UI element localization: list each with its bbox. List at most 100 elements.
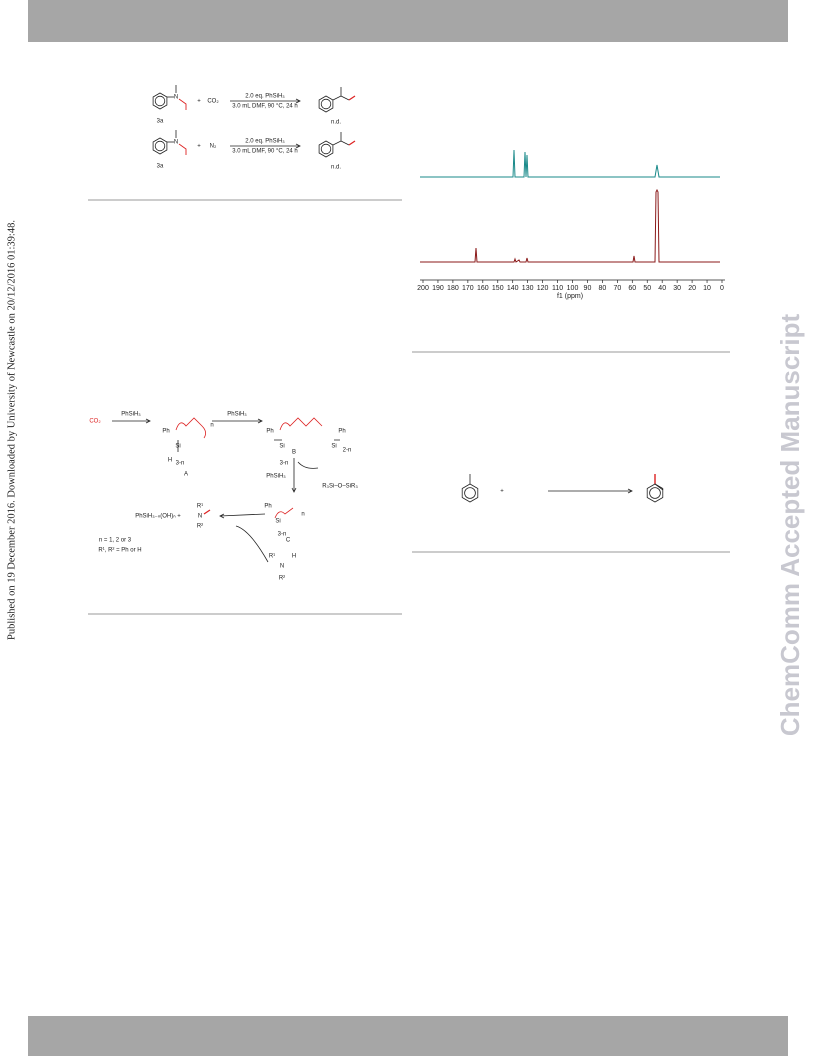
bond xyxy=(332,132,350,146)
arrow xyxy=(219,513,266,517)
reagent: N₂ xyxy=(210,144,217,150)
arrowhead xyxy=(291,487,297,493)
ring-circle xyxy=(320,98,332,110)
tick-label: 100 xyxy=(567,285,579,292)
bond xyxy=(332,87,350,101)
note-n: n = 1, 2 or 3 xyxy=(99,538,132,544)
bond-red xyxy=(175,417,206,439)
product-n: N xyxy=(198,514,202,520)
n-a: n xyxy=(210,423,213,429)
arrowhead xyxy=(295,98,301,104)
ring-circle xyxy=(320,143,332,155)
arrowhead xyxy=(145,418,151,424)
tick-label: 40 xyxy=(658,285,666,292)
tick-label: 190 xyxy=(432,285,444,292)
bond xyxy=(177,439,340,452)
product-r1: R¹ xyxy=(197,504,203,510)
sub-a: 3-n xyxy=(176,461,185,467)
tick-label: 200 xyxy=(417,285,429,292)
si-b1: Si xyxy=(279,444,284,450)
tick-label: 130 xyxy=(522,285,534,292)
h-a: H xyxy=(168,458,172,464)
atom: N xyxy=(174,140,178,146)
reagent-2: PhSiH₃ xyxy=(227,412,247,418)
byproduct: R₃Si–O–SiR₃ xyxy=(322,484,358,490)
tick-label: 170 xyxy=(462,285,474,292)
arrowhead xyxy=(219,513,225,519)
spectrum-bottom xyxy=(420,188,720,263)
compound-label: 3a xyxy=(157,164,164,170)
tick-label: 60 xyxy=(628,285,636,292)
label-b: B xyxy=(292,450,296,456)
bond-red xyxy=(274,507,294,519)
arrowhead xyxy=(295,143,301,149)
reagent-1: PhSiH₃ xyxy=(121,412,141,418)
scheme-3: + xyxy=(461,474,664,503)
benzene-ring xyxy=(318,140,334,158)
bond-red xyxy=(203,509,211,515)
curved-arrow xyxy=(235,525,269,563)
plus: + xyxy=(197,144,201,150)
sub-b: 3-n xyxy=(280,461,289,467)
conditions: 2.0 eq. PhSiH₃ xyxy=(245,139,285,145)
label-a: A xyxy=(184,472,188,478)
arrowhead xyxy=(257,418,263,424)
bond-red xyxy=(348,95,356,101)
atom: N xyxy=(174,95,178,101)
header-bar xyxy=(28,0,788,42)
n-b: 2-n xyxy=(343,448,352,454)
tick-label: 90 xyxy=(584,285,592,292)
reagent: CO₂ xyxy=(207,99,219,105)
benzene-ring xyxy=(318,95,334,113)
tick-label: 120 xyxy=(537,285,549,292)
watermark: ChemComm Accepted Manuscript xyxy=(775,313,805,736)
tick-label: 150 xyxy=(492,285,504,292)
tick-label: 110 xyxy=(552,285,563,292)
conditions: 3.0 mL DMF, 90 °C, 24 h xyxy=(232,104,298,110)
tick-label: 0 xyxy=(720,285,724,292)
ph-b2: Ph xyxy=(338,429,345,435)
bond-red xyxy=(178,98,187,110)
tick-label: 10 xyxy=(703,285,711,292)
si-c: Si xyxy=(275,519,280,525)
tick-label: 70 xyxy=(613,285,621,292)
conditions: 3.0 mL DMF, 90 °C, 24 h xyxy=(232,149,298,155)
plus: + xyxy=(197,99,201,105)
tick-label: 80 xyxy=(599,285,607,292)
product-r2: R² xyxy=(197,524,203,530)
bond-red xyxy=(348,140,356,146)
spectrum-top xyxy=(420,149,720,178)
reagent-3: PhSiH₃ xyxy=(266,474,286,480)
scheme-2: CO₂ PhSiH₃ PhSiH₃ Ph Si H 3-n n A Ph Ph Si Si 3-n 2-n B… xyxy=(89,412,358,582)
arrow xyxy=(297,461,319,469)
tick-label: 180 xyxy=(447,285,459,292)
ring-circle xyxy=(649,487,661,499)
amine-r1: R¹ xyxy=(269,554,275,560)
tick-label: 140 xyxy=(507,285,519,292)
ring-circle xyxy=(154,140,166,152)
amine-r2: R² xyxy=(279,576,285,582)
ph-c: Ph xyxy=(264,504,271,510)
co2: CO₂ xyxy=(89,419,101,425)
side-note: Published on 19 December 2016. Downloade… xyxy=(6,220,17,640)
result: n.d. xyxy=(331,165,341,171)
conditions: 2.0 eq. PhSiH₃ xyxy=(245,94,285,100)
nmr-figure: 200 190 180 170 160 150 140 130 120 110 100 90 80 70 6… xyxy=(417,149,725,300)
ring-circle xyxy=(464,487,476,499)
benzene-ring xyxy=(152,92,168,110)
tick-label: 20 xyxy=(688,285,696,292)
bond-red xyxy=(279,417,323,431)
ph-a: Ph xyxy=(162,429,169,435)
footer-bar xyxy=(28,1016,788,1056)
si-b2: Si xyxy=(331,444,336,450)
amine-n: N xyxy=(280,564,284,570)
compound-label: 3a xyxy=(157,119,164,125)
note-r: R¹, R² = Ph or H xyxy=(98,548,141,554)
benzene-ring xyxy=(646,483,664,503)
benzene-ring xyxy=(152,137,168,155)
n-c: n xyxy=(301,512,304,518)
axis-label: f1 (ppm) xyxy=(557,293,583,300)
plus: + xyxy=(500,489,504,495)
ring-circle xyxy=(154,95,166,107)
